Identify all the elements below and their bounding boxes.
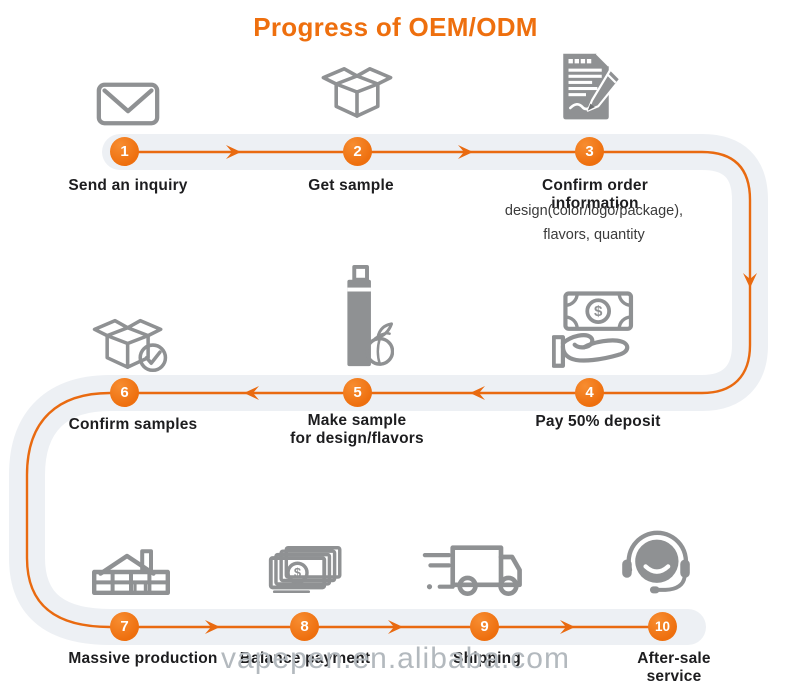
step-sublabel-confirm-order: design(color/logo/package), flavors, qua… — [504, 203, 684, 243]
step-label-massive-production: Massive production — [68, 650, 218, 667]
step-label-get-sample: Get sample — [308, 177, 394, 194]
open-box-icon — [321, 67, 393, 118]
headset-agent-icon — [622, 530, 690, 594]
step-badge-7: 7 — [110, 612, 139, 641]
flow-line — [25, 150, 752, 629]
flow-arrows — [205, 145, 757, 634]
step-label-confirm-samples: Confirm samples — [68, 416, 198, 433]
step-badge-5: 5 — [343, 378, 372, 407]
arrow-right-icon — [560, 620, 575, 634]
arrow-right-icon — [458, 145, 473, 159]
step-badge-10: 10 — [648, 612, 677, 641]
step-badge-1: 1 — [110, 137, 139, 166]
arrow-down-icon — [743, 273, 757, 288]
step-label-confirm-order: Confirm order information — [542, 177, 648, 212]
step-badge-6: 6 — [110, 378, 139, 407]
envelope-icon — [96, 82, 160, 126]
step-badge-3: 3 — [575, 137, 604, 166]
step-label-shipping: Shipping — [453, 650, 521, 667]
box-check-icon — [92, 318, 168, 373]
dollar-glyph: $ — [594, 303, 603, 320]
step-label-make-sample: Make sample for design/flavors — [290, 412, 424, 447]
factory-icon — [92, 549, 170, 595]
step-label-balance-payment: Balance payment — [239, 650, 371, 667]
step-label-after-sale: After-sale service — [637, 650, 711, 685]
dollar-glyph: $ — [294, 565, 301, 580]
step-badge-8: 8 — [290, 612, 319, 641]
step-badge-4: 4 — [575, 378, 604, 407]
step-label-send-inquiry: Send an inquiry — [68, 177, 188, 194]
arrow-left-icon — [244, 386, 259, 400]
banknotes-icon: $ — [268, 546, 342, 593]
arrow-left-icon — [470, 386, 485, 400]
contract-pen-icon — [563, 53, 622, 120]
arrow-right-icon — [205, 620, 220, 634]
step-label-pay-deposit: Pay 50% deposit — [535, 413, 661, 430]
page-title: Progress of OEM/ODM — [253, 12, 538, 42]
step-badge-9: 9 — [470, 612, 499, 641]
step-badge-2: 2 — [343, 137, 372, 166]
arrow-right-icon — [226, 145, 241, 159]
truck-icon — [422, 545, 522, 596]
vape-pen-icon — [347, 265, 394, 367]
cash-in-hand-icon: $ — [552, 291, 634, 368]
arrow-right-icon — [388, 620, 403, 634]
